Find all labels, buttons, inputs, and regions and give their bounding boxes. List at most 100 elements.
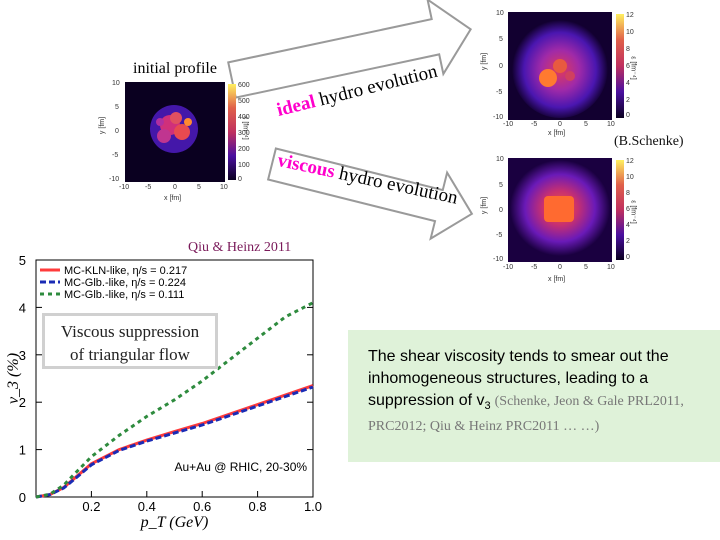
y-tick-label: 2 bbox=[19, 395, 26, 410]
ideal-xtick-2: 0 bbox=[558, 121, 562, 128]
viscous-ytick-3: -5 bbox=[496, 232, 503, 239]
viscous-cbar-label: ε [fm⁻⁴] bbox=[629, 200, 637, 224]
viscous-xtick-0: -10 bbox=[503, 264, 514, 271]
ideal-xtick-4: 10 bbox=[607, 121, 615, 128]
initial-ytick-2: 0 bbox=[115, 128, 119, 135]
initial-ytick-0: 10 bbox=[112, 80, 120, 87]
ideal-ylabel: y [fm] bbox=[481, 52, 489, 71]
note-box: The shear viscosity tends to smear out t… bbox=[348, 330, 720, 462]
ideal-ytick-0: 10 bbox=[496, 10, 504, 17]
ideal-xtick-0: -10 bbox=[503, 121, 514, 128]
legend-label-0: MC-KLN-like, η/s = 0.217 bbox=[64, 265, 187, 277]
initial-profile-label: initial profile bbox=[133, 60, 217, 77]
initial-xtick-1: -5 bbox=[145, 184, 152, 191]
initial-ctick-6: 0 bbox=[238, 176, 242, 183]
viscous-xtick-4: 10 bbox=[607, 264, 615, 271]
viscous-ctick-2: 8 bbox=[626, 190, 630, 197]
initial-ctick-0: 600 bbox=[238, 82, 250, 89]
initial-ctick-3: 300 bbox=[238, 130, 250, 137]
viscous-ctick-5: 2 bbox=[626, 238, 630, 245]
legend-label-1: MC-Glb.-like, η/s = 0.224 bbox=[64, 277, 186, 289]
viscous-xtick-3: 5 bbox=[584, 264, 588, 271]
y-tick-label: 5 bbox=[19, 253, 26, 268]
series-line-1 bbox=[35, 385, 314, 499]
chart-annotation: Au+Au @ RHIC, 20-30% bbox=[175, 460, 308, 474]
viscous-xlabel: x [fm] bbox=[548, 276, 566, 283]
qiu-credit: Qiu & Heinz 2011 bbox=[188, 240, 292, 255]
x-tick-label: 1.0 bbox=[304, 499, 322, 514]
ideal-cbar-label: ε [fm⁻⁴] bbox=[629, 56, 637, 80]
viscous-ytick-0: 10 bbox=[496, 156, 504, 163]
chart-frame bbox=[35, 259, 314, 498]
y-tick-label: 1 bbox=[19, 443, 26, 458]
x-tick-label: 0.8 bbox=[249, 499, 267, 514]
note-citation: (Schenke, Jeon & Gale PRL2011, PRC2012; … bbox=[368, 394, 684, 435]
ideal-arrow bbox=[227, 0, 473, 99]
viscous-heatmap: x [fm] y [fm] ε [fm⁻⁴] -10 -5 0 5 10 10 … bbox=[478, 152, 648, 287]
ideal-xtick-1: -5 bbox=[531, 121, 538, 128]
ideal-ytick-3: -5 bbox=[496, 89, 503, 96]
viscous-ytick-4: -10 bbox=[493, 256, 504, 263]
ideal-ctick-6: 0 bbox=[626, 112, 630, 119]
ideal-xlabel: x [fm] bbox=[548, 130, 566, 137]
initial-ytick-3: -5 bbox=[112, 152, 119, 159]
viscous-ctick-4: 4 bbox=[626, 222, 630, 229]
note-v-symbol: v bbox=[476, 392, 485, 409]
initial-ytick-1: 5 bbox=[115, 104, 119, 111]
y-axis-label: v_3 (%) bbox=[5, 353, 22, 404]
ideal-xtick-3: 5 bbox=[584, 121, 588, 128]
initial-xtick-3: 5 bbox=[197, 184, 201, 191]
viscous-ctick-3: 6 bbox=[626, 206, 630, 213]
callout-line-2: of triangular flow bbox=[70, 345, 190, 364]
viscous-suppression-callout: Viscous suppression of triangular flow bbox=[42, 313, 218, 369]
note-text: The shear viscosity tends to smear out t… bbox=[368, 348, 669, 409]
note-v-subscript: 3 bbox=[484, 400, 491, 413]
v3-chart: 0 1 2 3 4 5 0.2 0.4 0.6 0.8 1.0 p_T (GeV) v_3 (%) MC-… bbox=[5, 253, 322, 531]
x-tick-label: 0.4 bbox=[138, 499, 156, 514]
initial-xtick-2: 0 bbox=[173, 184, 177, 191]
ideal-ytick-4: -10 bbox=[493, 114, 504, 121]
ideal-ctick-1: 10 bbox=[626, 29, 634, 36]
viscous-ytick-1: 5 bbox=[499, 182, 503, 189]
ideal-heatmap-plot bbox=[508, 12, 612, 120]
ideal-heatmap: x [fm] y [fm] ε [fm⁻⁴] -10 -5 0 5 10 10 … bbox=[478, 8, 648, 138]
x-tick-label: 0.6 bbox=[193, 499, 211, 514]
y-tick-label: 3 bbox=[19, 348, 26, 363]
viscous-arrow bbox=[266, 147, 474, 241]
viscous-heatmap-plot bbox=[508, 158, 612, 262]
ideal-ctick-3: 6 bbox=[626, 63, 630, 70]
ideal-ctick-4: 4 bbox=[626, 80, 630, 87]
series-line-2 bbox=[35, 301, 314, 499]
viscous-ytick-2: 0 bbox=[499, 207, 503, 214]
viscous-ylabel: y [fm] bbox=[481, 196, 489, 215]
x-tick-label: 0.2 bbox=[82, 499, 100, 514]
initial-ctick-4: 200 bbox=[238, 146, 250, 153]
viscous-xtick-2: 0 bbox=[558, 264, 562, 271]
initial-ctick-5: 100 bbox=[238, 162, 250, 169]
ideal-ctick-5: 2 bbox=[626, 97, 630, 104]
viscous-colorbar bbox=[616, 160, 624, 260]
ideal-ytick-2: 0 bbox=[499, 63, 503, 70]
initial-colorbar bbox=[228, 84, 236, 180]
initial-ctick-2: 400 bbox=[238, 114, 250, 121]
legend-label-2: MC-Glb.-like, η/s = 0.111 bbox=[64, 289, 184, 301]
initial-ytick-4: -10 bbox=[109, 176, 120, 183]
ideal-ctick-0: 12 bbox=[626, 12, 634, 19]
viscous-xtick-1: -5 bbox=[531, 264, 538, 271]
initial-xlabel: x [fm] bbox=[164, 195, 182, 202]
initial-xtick-4: 10 bbox=[220, 184, 228, 191]
initial-ctick-1: 500 bbox=[238, 98, 250, 105]
viscous-ctick-1: 10 bbox=[626, 174, 634, 181]
initial-heatmap-plot bbox=[125, 82, 225, 182]
y-tick-label: 0 bbox=[19, 490, 26, 505]
initial-ylabel: y [fm] bbox=[99, 116, 107, 135]
viscous-ctick-0: 12 bbox=[626, 158, 634, 165]
viscous-ctick-6: 0 bbox=[626, 254, 630, 261]
y-tick-label: 4 bbox=[19, 300, 26, 315]
ideal-ctick-2: 8 bbox=[626, 46, 630, 53]
ideal-colorbar bbox=[616, 14, 624, 118]
x-axis-label: p_T (GeV) bbox=[140, 514, 209, 531]
ideal-ytick-1: 5 bbox=[499, 36, 503, 43]
initial-xtick-0: -10 bbox=[119, 184, 130, 191]
